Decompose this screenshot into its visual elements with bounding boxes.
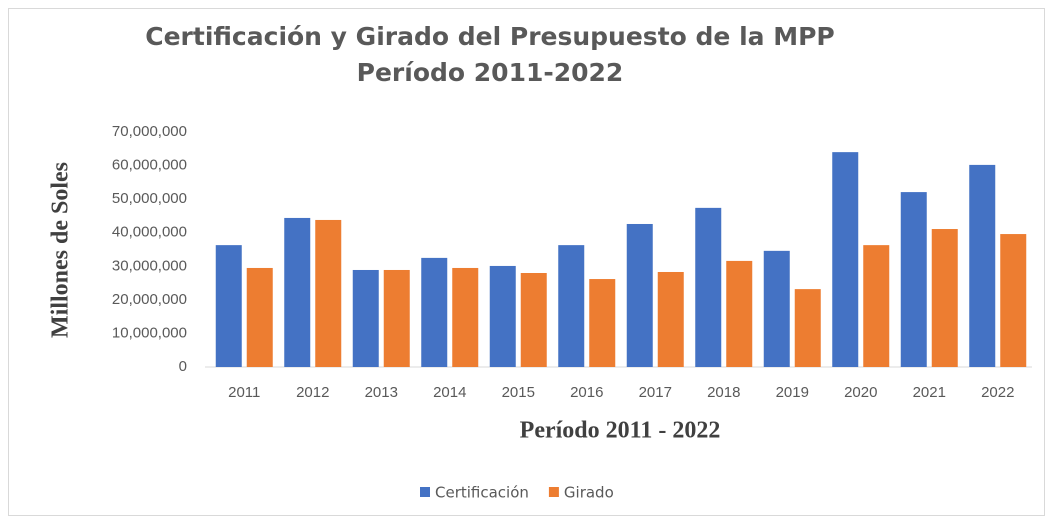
y-tick-label: 10,000,000: [112, 324, 187, 341]
bar: [863, 245, 890, 367]
bar: [215, 245, 242, 367]
bar: [452, 267, 479, 367]
y-tick-label: 20,000,000: [112, 291, 187, 308]
x-tick-label: 2019: [776, 384, 809, 401]
y-tick-label: 60,000,000: [112, 157, 187, 174]
x-tick-label: 2016: [570, 384, 603, 401]
legend-label: Certificación: [435, 484, 529, 502]
bar: [246, 267, 273, 367]
bar: [657, 271, 684, 367]
bar: [931, 229, 958, 367]
bar: [763, 250, 790, 367]
bar: [421, 257, 448, 367]
x-axis-title: Período 2011 - 2022: [520, 418, 721, 444]
y-tick-label: 0: [179, 358, 187, 375]
y-tick-label: 70,000,000: [112, 123, 187, 140]
x-tick-label: 2020: [844, 384, 877, 401]
bar: [489, 265, 516, 367]
y-tick-label: 40,000,000: [112, 224, 187, 241]
legend-swatch: [420, 487, 430, 497]
bar: [1000, 234, 1027, 367]
bar: [589, 279, 616, 367]
x-tick-label: 2015: [502, 384, 535, 401]
bar: [969, 164, 996, 367]
y-tick-label: 50,000,000: [112, 190, 187, 207]
bar: [695, 207, 722, 367]
bar: [558, 245, 585, 367]
bar: [315, 219, 342, 367]
x-tick-label: 2018: [707, 384, 740, 401]
x-tick-label: 2017: [639, 384, 672, 401]
bar: [626, 223, 653, 367]
bar: [352, 269, 379, 367]
y-tick-label: 30,000,000: [112, 257, 187, 274]
chart-subtitle: Período 2011-2022: [357, 58, 624, 87]
bar: [726, 260, 753, 367]
x-tick-label: 2014: [433, 384, 466, 401]
x-tick-label: 2022: [981, 384, 1014, 401]
bar: [284, 217, 311, 367]
x-tick-label: 2012: [296, 384, 329, 401]
bar: [832, 152, 859, 367]
x-tick-label: 2021: [913, 384, 946, 401]
bar: [900, 192, 927, 367]
bar: [794, 289, 821, 367]
chart-title: Certificación y Girado del Presupuesto d…: [145, 22, 835, 51]
x-tick-label: 2013: [365, 384, 398, 401]
x-tick-label: 2011: [228, 384, 260, 401]
y-axis-title: Millones de Soles: [48, 162, 74, 338]
bar: [520, 273, 547, 367]
legend-swatch: [548, 487, 559, 497]
bar: [383, 269, 410, 367]
legend-label: Girado: [564, 484, 614, 502]
